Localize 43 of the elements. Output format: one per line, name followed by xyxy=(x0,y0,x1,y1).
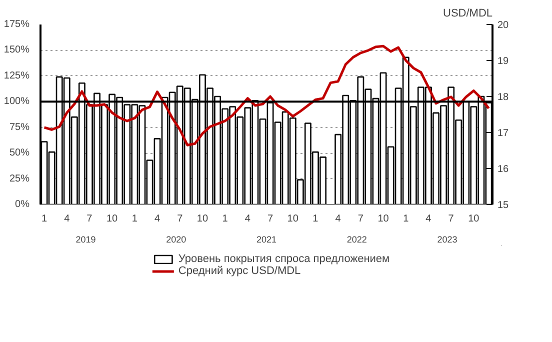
text: 2022 xyxy=(346,234,367,244)
text: 2021 xyxy=(256,234,277,244)
x-tick-label: 10 xyxy=(287,214,299,224)
y-tick-label: 150% xyxy=(4,44,30,56)
x-tick-label: 4 xyxy=(244,214,251,224)
text: 2019 xyxy=(76,234,96,244)
y2-tick-label: 18 xyxy=(498,92,510,103)
y2-axis-title: USD/MDL xyxy=(442,8,493,20)
y-tick-label: 100% xyxy=(4,96,30,108)
x-tick-label: 1 xyxy=(312,214,319,224)
x-tick-label: 7 xyxy=(358,214,364,224)
x-tick-label: 1 xyxy=(222,214,228,224)
x-tick-label: 10 xyxy=(378,214,390,224)
y-tick-label: 0% xyxy=(15,199,30,210)
y-tick-label: 50% xyxy=(9,148,30,159)
y2-tick-label: 15 xyxy=(498,200,510,211)
text: 2023 xyxy=(437,234,458,244)
x-tick-label: 7 xyxy=(448,214,454,224)
line-series xyxy=(43,44,490,146)
y2-tick-label: 20 xyxy=(498,20,510,31)
x-tick-label: 1 xyxy=(403,214,410,224)
x-tick-label: 1 xyxy=(132,214,138,224)
y2-tick-label: 16 xyxy=(498,164,510,175)
y-tick-label: 125% xyxy=(4,70,30,82)
legend-label: Уровень покрытия спроса предложением xyxy=(178,253,390,265)
text: 2020 xyxy=(166,234,186,244)
y2-tick-label: 17 xyxy=(498,128,510,139)
y-tick-label: 75% xyxy=(9,122,30,133)
x-tick-label: 7 xyxy=(177,214,184,224)
x-tick-label: 10 xyxy=(468,214,480,224)
x-tick-label: 10 xyxy=(106,214,118,224)
x-tick-label: 1 xyxy=(41,214,48,224)
x-tick-label: 4 xyxy=(154,214,160,224)
x-tick-label: 10 xyxy=(196,214,208,224)
x-tick-label: 4 xyxy=(426,214,432,224)
x-tick-label: 7 xyxy=(267,214,274,224)
legend-label: Средний курс USD/MDL xyxy=(178,265,301,277)
x-tick-label: 4 xyxy=(335,214,342,224)
y-tick-label: 175% xyxy=(4,19,30,30)
y2-tick-label: 19 xyxy=(498,56,510,67)
x-tick-label: 4 xyxy=(64,214,70,224)
x-tick-label: 7 xyxy=(86,214,93,224)
y-tick-label: 25% xyxy=(9,173,30,184)
